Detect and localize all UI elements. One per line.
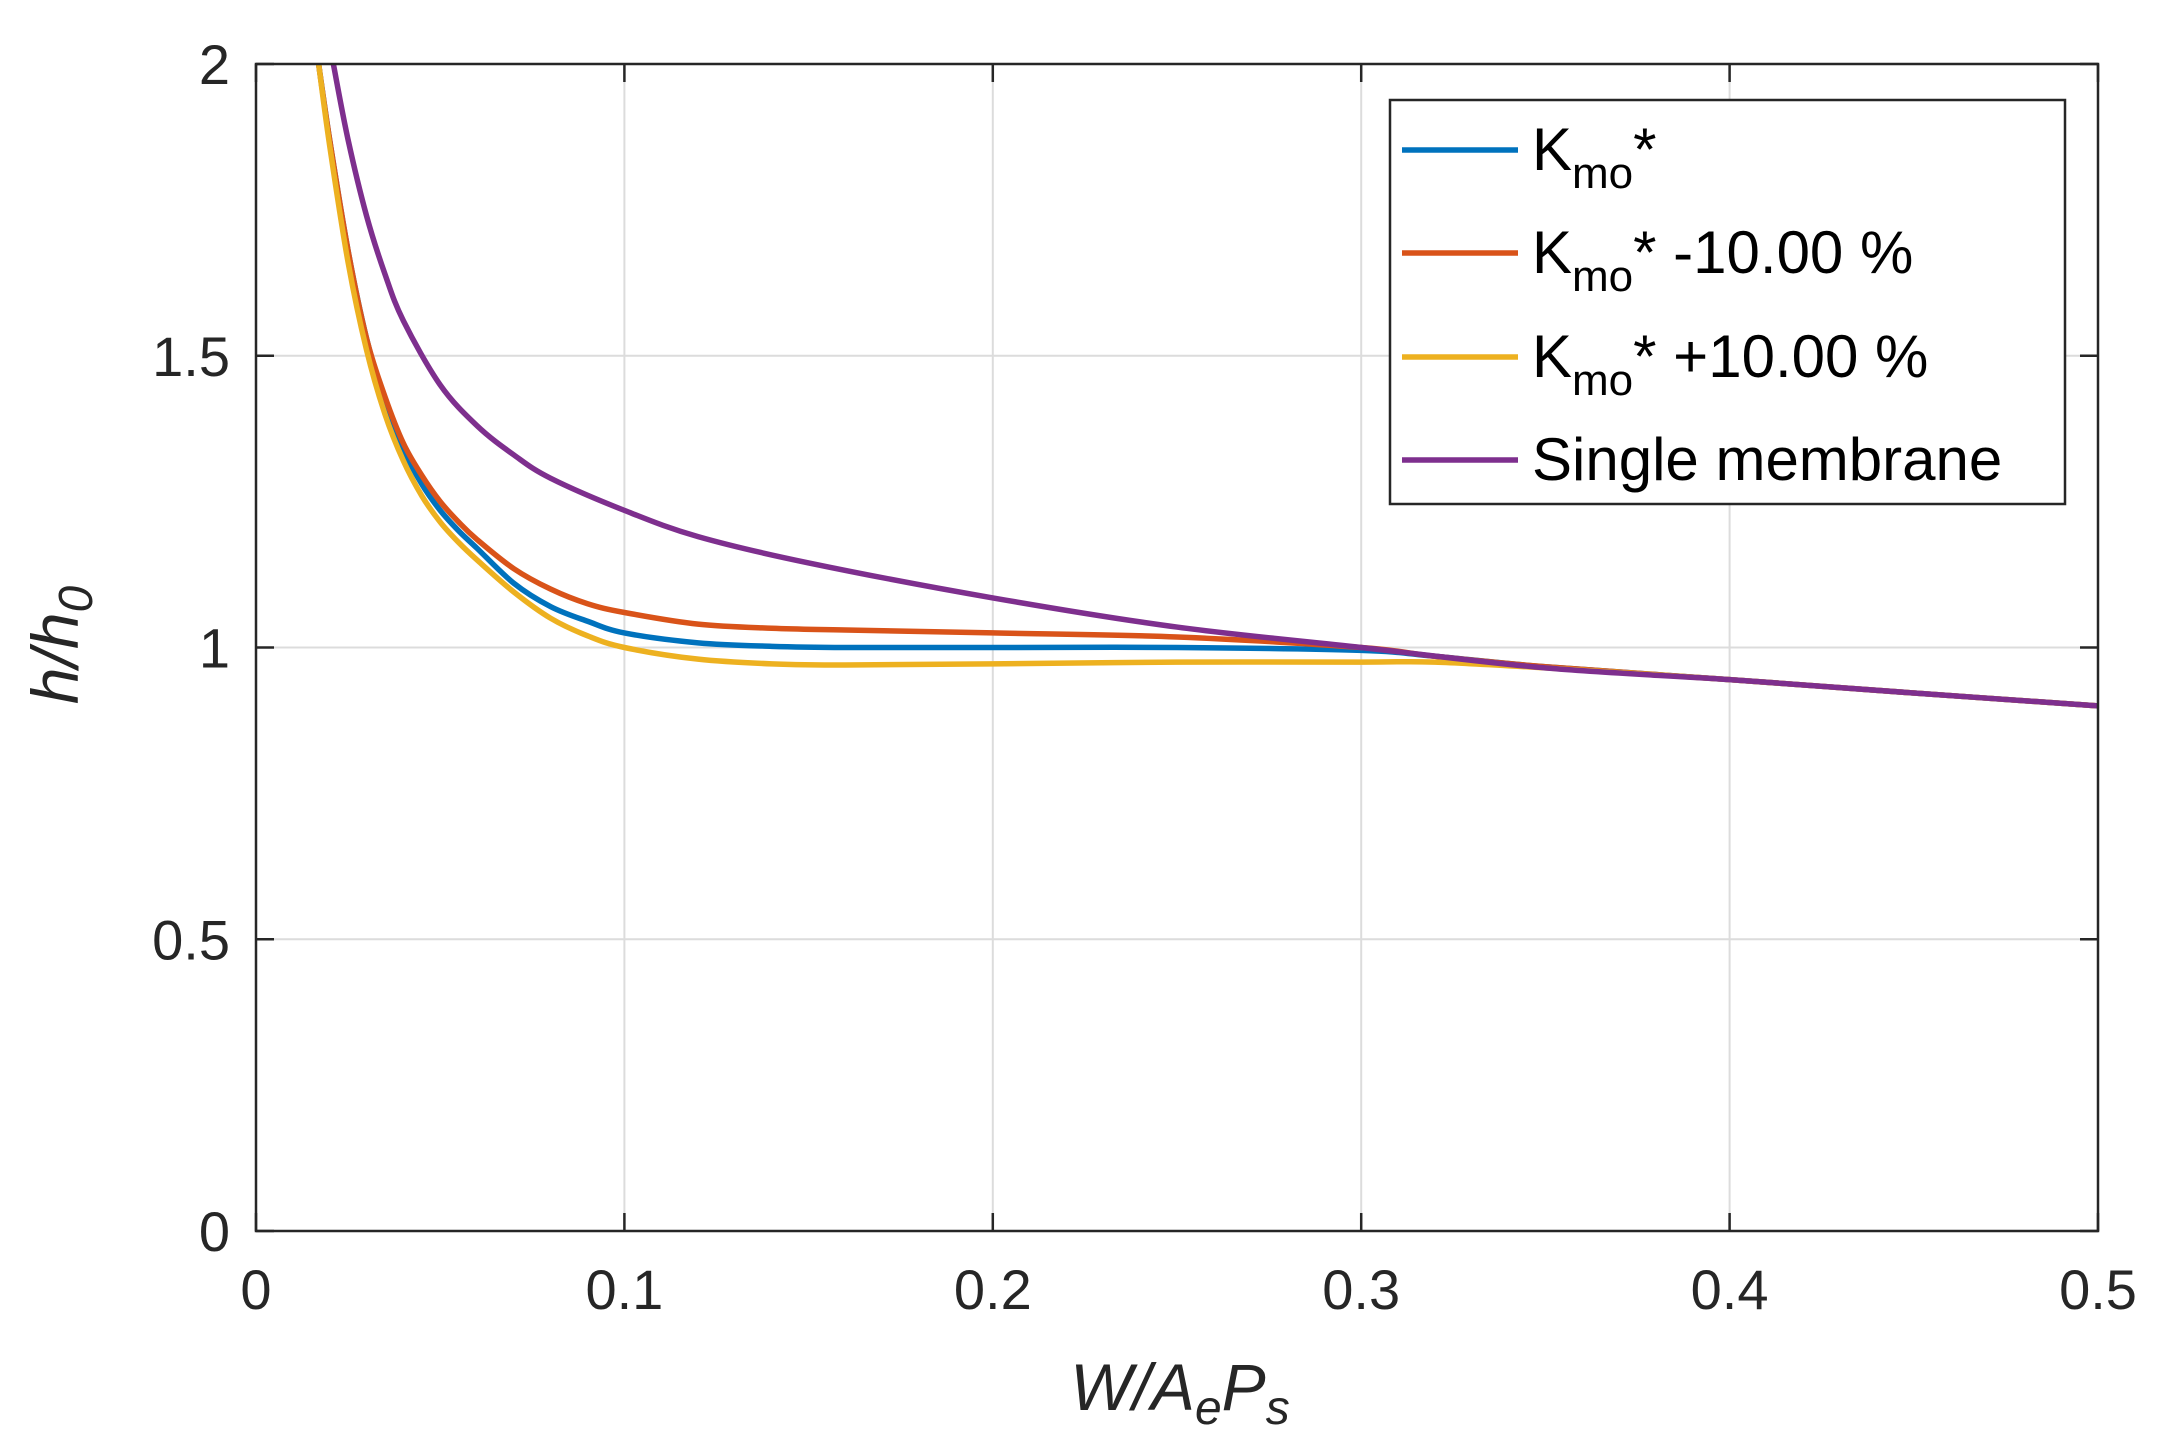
legend-label-subscript: mo (1572, 356, 1633, 405)
y-tick-label: 1.5 (152, 325, 230, 388)
y-axis-label: h/h0 (18, 585, 103, 704)
legend-label-main: K (1532, 323, 1572, 390)
legend-label-main: K (1532, 219, 1572, 286)
series-layer (315, 64, 2098, 709)
tick-label-layer: 0 0.1 0.2 0.3 0.4 0.5 0 0.5 1 1.5 2 (152, 33, 2137, 1321)
legend-label-2: Kmo* -10.00 % (1532, 219, 1913, 301)
legend-label-rest: * -10.00 % (1633, 219, 1913, 286)
legend-label-4: Single membrane (1532, 426, 2002, 493)
legend-box (1388, 98, 2067, 506)
y-tick-label: 0 (199, 1200, 230, 1263)
series-line-4 (330, 64, 2098, 709)
x-tick-label: 0.1 (585, 1258, 663, 1321)
legend: Kmo*Kmo* -10.00 %Kmo* +10.00 %Single mem… (1388, 98, 2067, 506)
x-tick-label: 0.2 (954, 1258, 1032, 1321)
legend-label-rest: * +10.00 % (1633, 323, 1928, 390)
x-tick-label: 0.3 (1322, 1258, 1400, 1321)
legend-label-subscript: mo (1572, 252, 1633, 301)
legend-label-main: K (1532, 116, 1572, 183)
x-axis-label: W/AePs (1070, 1350, 1289, 1435)
legend-items: Kmo*Kmo* -10.00 %Kmo* +10.00 %Single mem… (1402, 116, 2002, 493)
legend-label-subscript: mo (1572, 149, 1633, 198)
y-tick-label: 0.5 (152, 908, 230, 971)
legend-label-main: Single membrane (1532, 426, 2002, 493)
legend-label-3: Kmo* +10.00 % (1532, 323, 1928, 405)
y-tick-label: 2 (199, 33, 230, 96)
y-tick-label: 1 (199, 617, 230, 680)
x-tick-label: 0 (240, 1258, 271, 1321)
axes-layer (254, 62, 2100, 1233)
legend-label-1: Kmo* (1532, 116, 1657, 198)
x-tick-label: 0.4 (1691, 1258, 1769, 1321)
legend-label-rest: * (1633, 116, 1656, 183)
x-tick-label: 0.5 (2059, 1258, 2137, 1321)
